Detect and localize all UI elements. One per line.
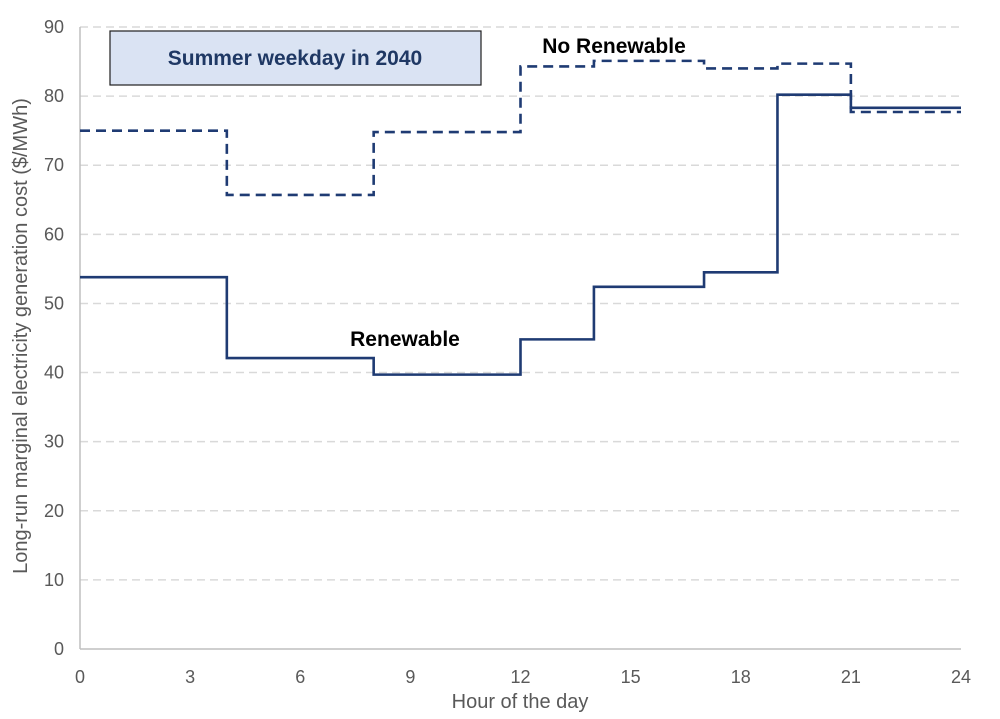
x-tick-label: 6 <box>295 667 305 687</box>
x-tick-label: 3 <box>185 667 195 687</box>
y-tick-label: 60 <box>44 224 64 244</box>
x-tick-label: 9 <box>405 667 415 687</box>
gridlines <box>80 26 961 581</box>
series-line-no-renewable <box>80 59 961 197</box>
y-axis-title: Long-run marginal electricity generation… <box>10 98 32 574</box>
annotation-box-frame <box>109 30 482 86</box>
x-tick-label: 12 <box>510 667 530 687</box>
y-tick-label: 40 <box>44 363 64 383</box>
x-tick-label: 0 <box>75 667 85 687</box>
series-label-renewable: Renewable <box>350 328 460 351</box>
y-tick-label: 0 <box>54 639 64 659</box>
y-tick-label: 10 <box>44 570 64 590</box>
series-label-no-renewable: No Renewable <box>542 35 686 58</box>
annotation-box: Summer weekday in 2040 <box>109 30 482 86</box>
y-tick-label: 30 <box>44 432 64 452</box>
y-tick-label: 50 <box>44 293 64 313</box>
x-tick-labels: 0 3 6 9 12 15 18 21 24 <box>75 667 971 687</box>
y-tick-labels: 0 10 20 30 40 50 60 70 80 90 <box>44 17 64 659</box>
x-tick-label: 24 <box>951 667 971 687</box>
y-tick-label: 80 <box>44 86 64 106</box>
x-tick-label: 15 <box>621 667 641 687</box>
x-tick-label: 18 <box>731 667 751 687</box>
y-tick-label: 20 <box>44 501 64 521</box>
annotation-box-text: Summer weekday in 2040 <box>168 47 422 70</box>
series-line-renewable <box>80 93 961 376</box>
y-tick-label: 90 <box>44 17 64 37</box>
x-axis-title: Hour of the day <box>452 691 589 713</box>
x-tick-label: 21 <box>841 667 861 687</box>
series-group <box>80 59 961 376</box>
y-tick-label: 70 <box>44 155 64 175</box>
